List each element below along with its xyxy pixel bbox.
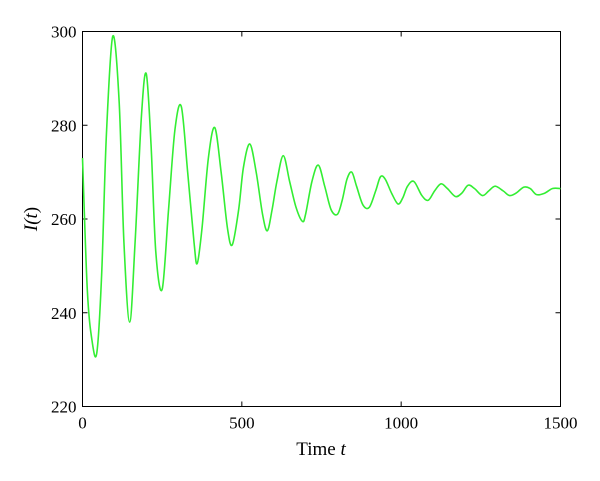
- tick-labels: 0 500 1000 1500 220 240 260 280 300: [51, 23, 578, 433]
- y-tick-label: 280: [51, 116, 77, 135]
- x-tick-label: 500: [229, 414, 255, 433]
- series-line: [81, 35, 561, 358]
- y-tick-label: 260: [51, 210, 77, 229]
- x-axis-label: Time t: [296, 439, 346, 460]
- y-tick-label: 220: [51, 398, 77, 417]
- x-tick-label: 1500: [544, 414, 578, 433]
- x-tick-label: 1000: [384, 414, 418, 433]
- y-tick-label: 300: [51, 23, 77, 42]
- y-axis-label: I(t): [21, 207, 42, 232]
- y-tick-label: 240: [51, 304, 77, 323]
- x-tick-label: 0: [78, 414, 87, 433]
